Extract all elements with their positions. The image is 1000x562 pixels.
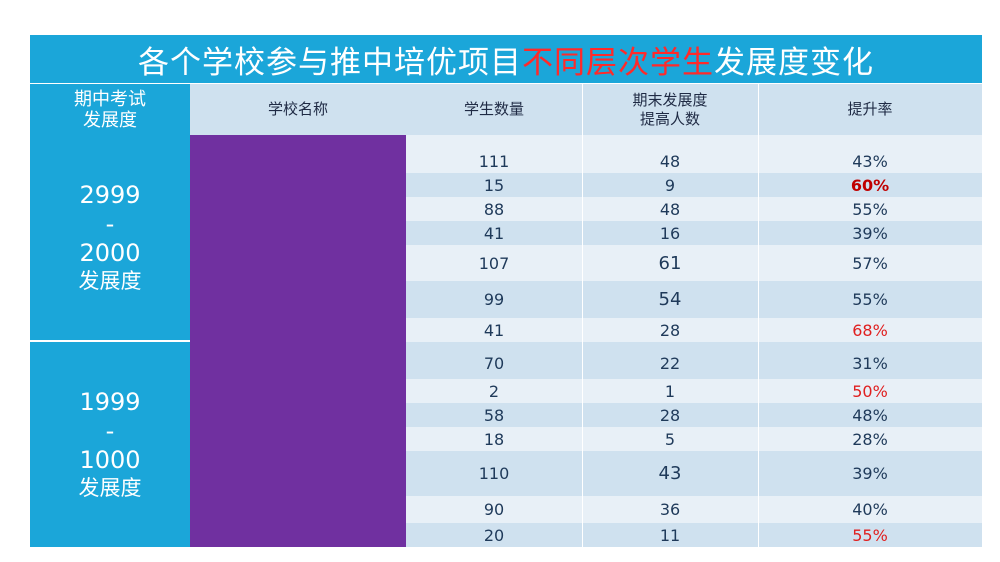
improved-cell: 28 — [659, 320, 681, 340]
band-high-top: 2999 — [79, 180, 141, 209]
column-divider — [582, 84, 583, 547]
level-band-high: 2999 - 2000 发展度 — [30, 135, 190, 340]
improved-cell: 9 — [664, 175, 676, 195]
spacer-row — [406, 342, 982, 348]
rate-cell: 28% — [852, 429, 888, 449]
level-band-mid: 1999 - 1000 发展度 — [30, 342, 190, 547]
header-school: 学校名称 — [190, 84, 406, 135]
students-cell: 15 — [483, 175, 505, 195]
improved-cell: 5 — [664, 429, 676, 449]
rate-cell: 39% — [852, 464, 888, 483]
students-cell: 110 — [478, 464, 510, 483]
table-row: 90 36 40% — [406, 496, 982, 523]
students-cell: 58 — [483, 405, 505, 425]
students-cell: 111 — [478, 151, 510, 171]
rate-cell: 57% — [852, 253, 888, 273]
rate-cell: 55% — [852, 290, 888, 309]
header-students: 学生数量 — [406, 84, 582, 135]
rate-cell: 68% — [852, 320, 888, 340]
rate-cell: 60% — [850, 175, 890, 195]
band-high-label: 发展度 — [78, 268, 142, 293]
table-row: 70 22 31% — [406, 348, 982, 379]
band-mid-bottom: 1000 — [79, 445, 141, 474]
table-row: 41 28 68% — [406, 318, 982, 342]
improved-cell: 11 — [659, 525, 681, 545]
header-improved: 期末发展度 提高人数 — [582, 84, 758, 135]
students-cell: 20 — [483, 525, 505, 545]
students-cell: 70 — [483, 354, 505, 373]
improved-cell: 48 — [659, 199, 681, 219]
table-row: 88 48 55% — [406, 197, 982, 221]
rate-cell: 39% — [852, 223, 888, 243]
improved-cell: 36 — [659, 500, 681, 519]
rate-cell: 43% — [852, 151, 888, 171]
table-row: 18 5 28% — [406, 427, 982, 451]
students-cell: 107 — [478, 253, 510, 273]
rate-cell: 31% — [852, 354, 888, 373]
spacer-row — [406, 135, 982, 149]
band-high-bottom: 2000 — [79, 238, 141, 267]
table-row: 20 11 55% — [406, 523, 982, 547]
improved-cell: 28 — [659, 405, 681, 425]
table-row: 111 48 43% — [406, 149, 982, 173]
table-row: 110 43 39% — [406, 451, 982, 496]
rate-cell: 55% — [852, 199, 888, 219]
improved-cell: 22 — [659, 354, 681, 373]
rate-cell: 50% — [852, 381, 888, 401]
table-title: 各个学校参与推中培优项目 不同层次学生 发展度变化 — [30, 35, 982, 83]
header-level: 期中考试 发展度 — [30, 84, 190, 135]
students-cell: 18 — [483, 429, 505, 449]
improved-cell: 61 — [658, 252, 682, 274]
header-improved-line1: 期末发展度 — [632, 90, 708, 109]
improved-cell: 1 — [664, 381, 676, 401]
improved-cell: 54 — [658, 289, 682, 310]
improved-cell: 16 — [659, 223, 681, 243]
students-cell: 88 — [483, 199, 505, 219]
header-level-line1: 期中考试 — [74, 88, 146, 110]
title-main: 各个学校参与推中培优项目 — [138, 44, 522, 81]
improved-cell: 43 — [658, 463, 682, 484]
school-names-redacted — [190, 135, 406, 547]
header-level-line2: 发展度 — [83, 109, 137, 131]
band-mid-label: 发展度 — [78, 475, 142, 500]
header-improved-line2: 提高人数 — [639, 109, 700, 128]
title-highlight: 不同层次学生 — [522, 44, 714, 81]
band-mid-top: 1999 — [79, 387, 141, 416]
rate-cell: 48% — [852, 405, 888, 425]
rate-cell: 55% — [852, 525, 888, 545]
students-cell: 2 — [488, 381, 500, 401]
band-divider — [30, 340, 190, 342]
table-row: 99 54 55% — [406, 281, 982, 318]
table-row: 41 16 39% — [406, 221, 982, 245]
column-divider — [758, 84, 759, 547]
title-tail: 发展度变化 — [714, 44, 874, 81]
table-row: 58 28 48% — [406, 403, 982, 427]
students-cell: 99 — [483, 290, 505, 309]
table-row: 2 1 50% — [406, 379, 982, 403]
rate-cell: 40% — [852, 500, 888, 519]
students-cell: 41 — [483, 223, 505, 243]
students-cell: 41 — [483, 320, 505, 340]
header-rate: 提升率 — [758, 84, 982, 135]
improved-cell: 48 — [659, 151, 681, 171]
students-cell: 90 — [483, 500, 505, 519]
band-high-dash: - — [105, 209, 115, 238]
table-row: 15 9 60% — [406, 173, 982, 197]
table-row: 107 61 57% — [406, 245, 982, 281]
band-mid-dash: - — [105, 416, 115, 445]
